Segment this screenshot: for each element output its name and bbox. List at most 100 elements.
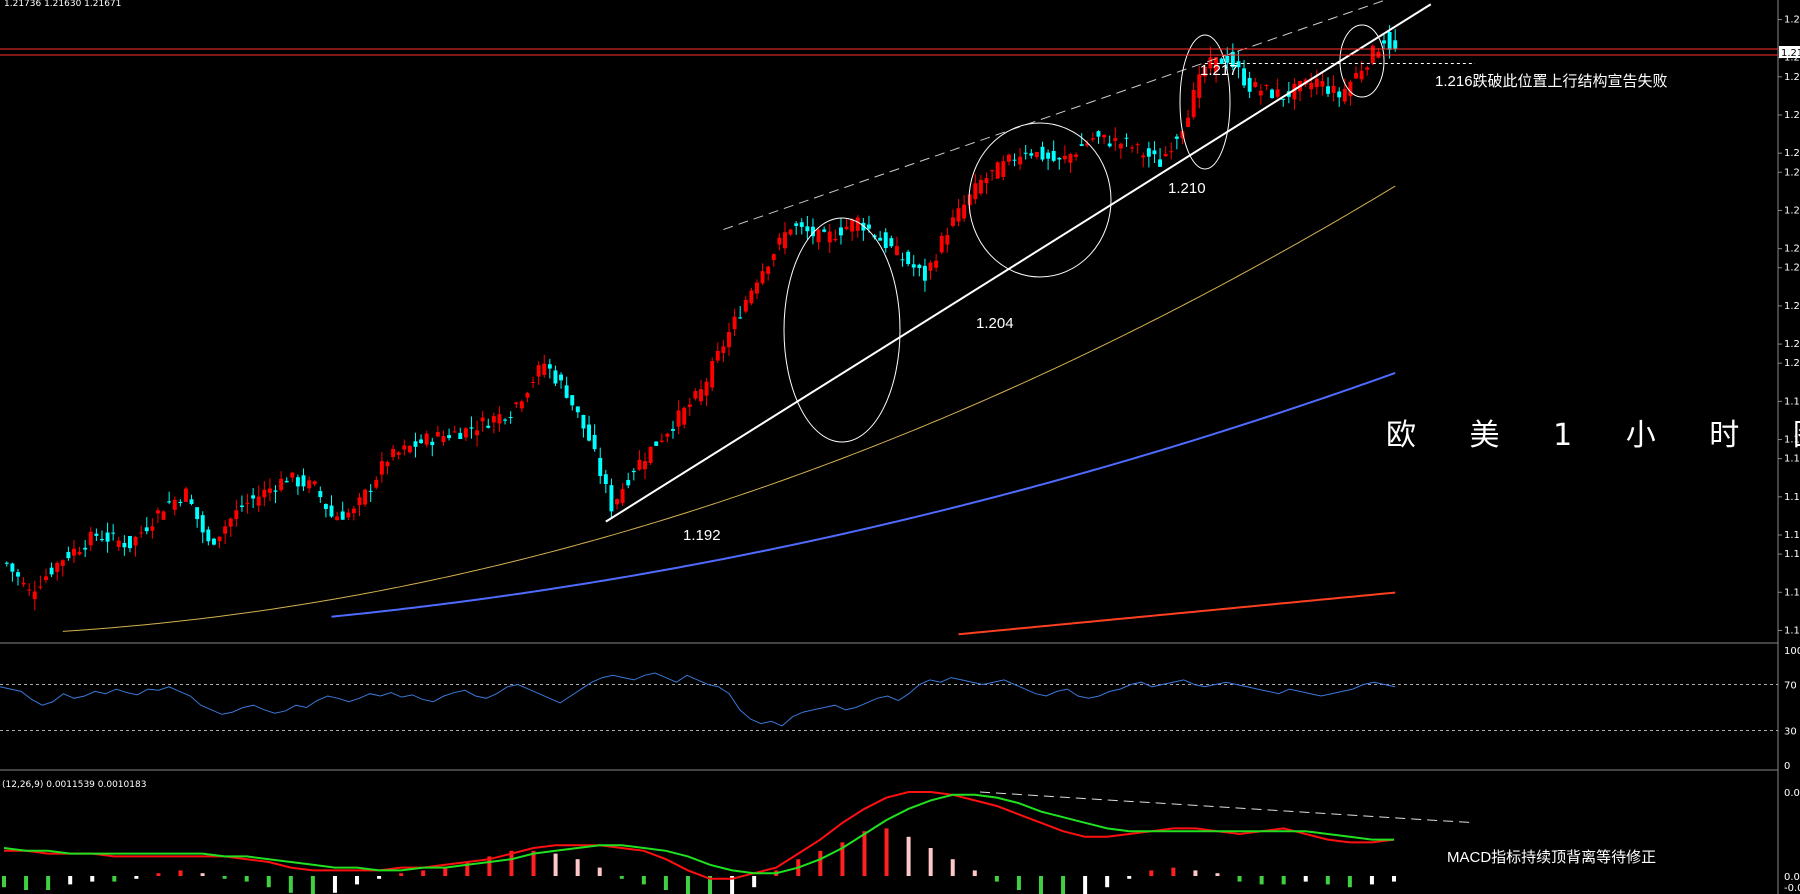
price-tick-label: 1.215 [1784, 72, 1800, 83]
price-tick-label: 1.210 [1784, 167, 1800, 178]
macd-histogram-bar [685, 876, 690, 894]
macd-histogram-bar [752, 876, 757, 888]
ma-slow [958, 591, 1396, 636]
candle-body [251, 495, 256, 499]
candle-body [1107, 143, 1112, 147]
ohlc-readout: 1.21736 1.21630 1.21671 [4, 0, 121, 9]
candle-body [531, 381, 536, 383]
macd-histogram-bar [531, 850, 536, 876]
candle-body [648, 446, 653, 463]
candle-body [27, 589, 32, 591]
candle-body [155, 510, 160, 514]
candle-body [1225, 55, 1230, 63]
candle-body [1141, 155, 1146, 158]
macd-histogram-bar [1083, 876, 1088, 894]
candle-body [38, 586, 43, 588]
candle-body [939, 235, 944, 253]
price-tick-label: 1.186 [1784, 625, 1800, 636]
macd-tick-label: 0.003 [1784, 788, 1800, 799]
candle-body [755, 282, 759, 294]
upper-channel-line [723, 0, 1387, 231]
candle-body [816, 229, 821, 243]
candle-body [223, 526, 228, 534]
candle-body [1253, 82, 1258, 87]
macd-histogram-bar [1061, 876, 1066, 894]
macd-histogram-bar [244, 876, 249, 882]
candle-body [189, 499, 194, 504]
candle-body [1006, 154, 1011, 162]
candle-body [1309, 82, 1314, 90]
candle-body [738, 317, 743, 319]
ma-mid [331, 371, 1396, 618]
candle-body [267, 488, 272, 493]
macd-fast-line [4, 791, 1395, 880]
candle-body [620, 489, 625, 504]
macd-histogram-bar [1237, 876, 1242, 882]
candle-body [542, 363, 547, 375]
candle-body [1264, 84, 1269, 86]
candle-body [514, 402, 519, 405]
rsi-line [0, 672, 1396, 727]
macd-histogram-bar [1347, 876, 1352, 888]
candle-body [536, 365, 541, 377]
candle-body [351, 508, 356, 514]
macd-histogram-bar [465, 862, 470, 876]
candle-body [301, 475, 306, 487]
candle-body [945, 235, 950, 245]
candle-body [128, 535, 132, 549]
candle-body [519, 401, 524, 409]
candle-body [659, 440, 664, 442]
candle-body [906, 251, 911, 265]
macd-histogram-bar [377, 876, 382, 879]
candle-body [1230, 51, 1235, 68]
candle-body [805, 226, 810, 232]
candle-body [346, 512, 351, 518]
candle-body [1314, 78, 1319, 88]
high-label-1217: 1.217 [1200, 62, 1238, 79]
macd-histogram-bar [355, 876, 360, 885]
candle-body [1018, 156, 1023, 165]
candle-body [178, 501, 183, 503]
macd-tick-label: -0.0 [1784, 883, 1800, 894]
highlight-ellipse [783, 217, 901, 443]
candle-body [603, 474, 608, 485]
candle-body [1068, 154, 1073, 163]
candle-body [217, 536, 222, 542]
candle-body [788, 229, 793, 235]
candle-body [928, 262, 933, 271]
candle-body [111, 532, 116, 534]
candle-body [1085, 143, 1090, 146]
candle-body [1146, 148, 1151, 157]
candle-body [760, 271, 765, 284]
candle-body [990, 170, 995, 172]
price-tick-label: 1.203 [1784, 301, 1800, 312]
candle-body [55, 562, 60, 572]
candle-body [911, 264, 916, 268]
price-tick-label: 1.218 [1784, 15, 1800, 26]
macd-divergence-line [979, 791, 1476, 824]
breakdown-note: 1.216跌破此位置上行结构宣告失败 [1435, 73, 1668, 90]
candle-body [995, 162, 1000, 179]
rsi-tick-label: 100 [1784, 646, 1800, 657]
macd-histogram-bar [730, 876, 735, 894]
uptrend-support-line [605, 3, 1432, 523]
macd-histogram-bar [1016, 876, 1021, 890]
candle-body [710, 361, 715, 388]
candle-body [687, 404, 692, 407]
candle-body [211, 538, 216, 545]
candle-body [150, 526, 155, 531]
candle-body [491, 416, 496, 423]
candle-body [1214, 57, 1219, 73]
candle-body [183, 488, 188, 502]
macd-histogram-bar [840, 842, 845, 876]
candle-body [889, 238, 894, 247]
macd-histogram-bar [443, 867, 448, 876]
candle-body [553, 370, 558, 384]
candle-body [503, 419, 508, 421]
macd-histogram-bar [399, 873, 404, 876]
candle-body [475, 430, 480, 436]
candle-body [665, 433, 670, 437]
candle-body [1197, 74, 1202, 98]
candle-body [1382, 40, 1386, 44]
